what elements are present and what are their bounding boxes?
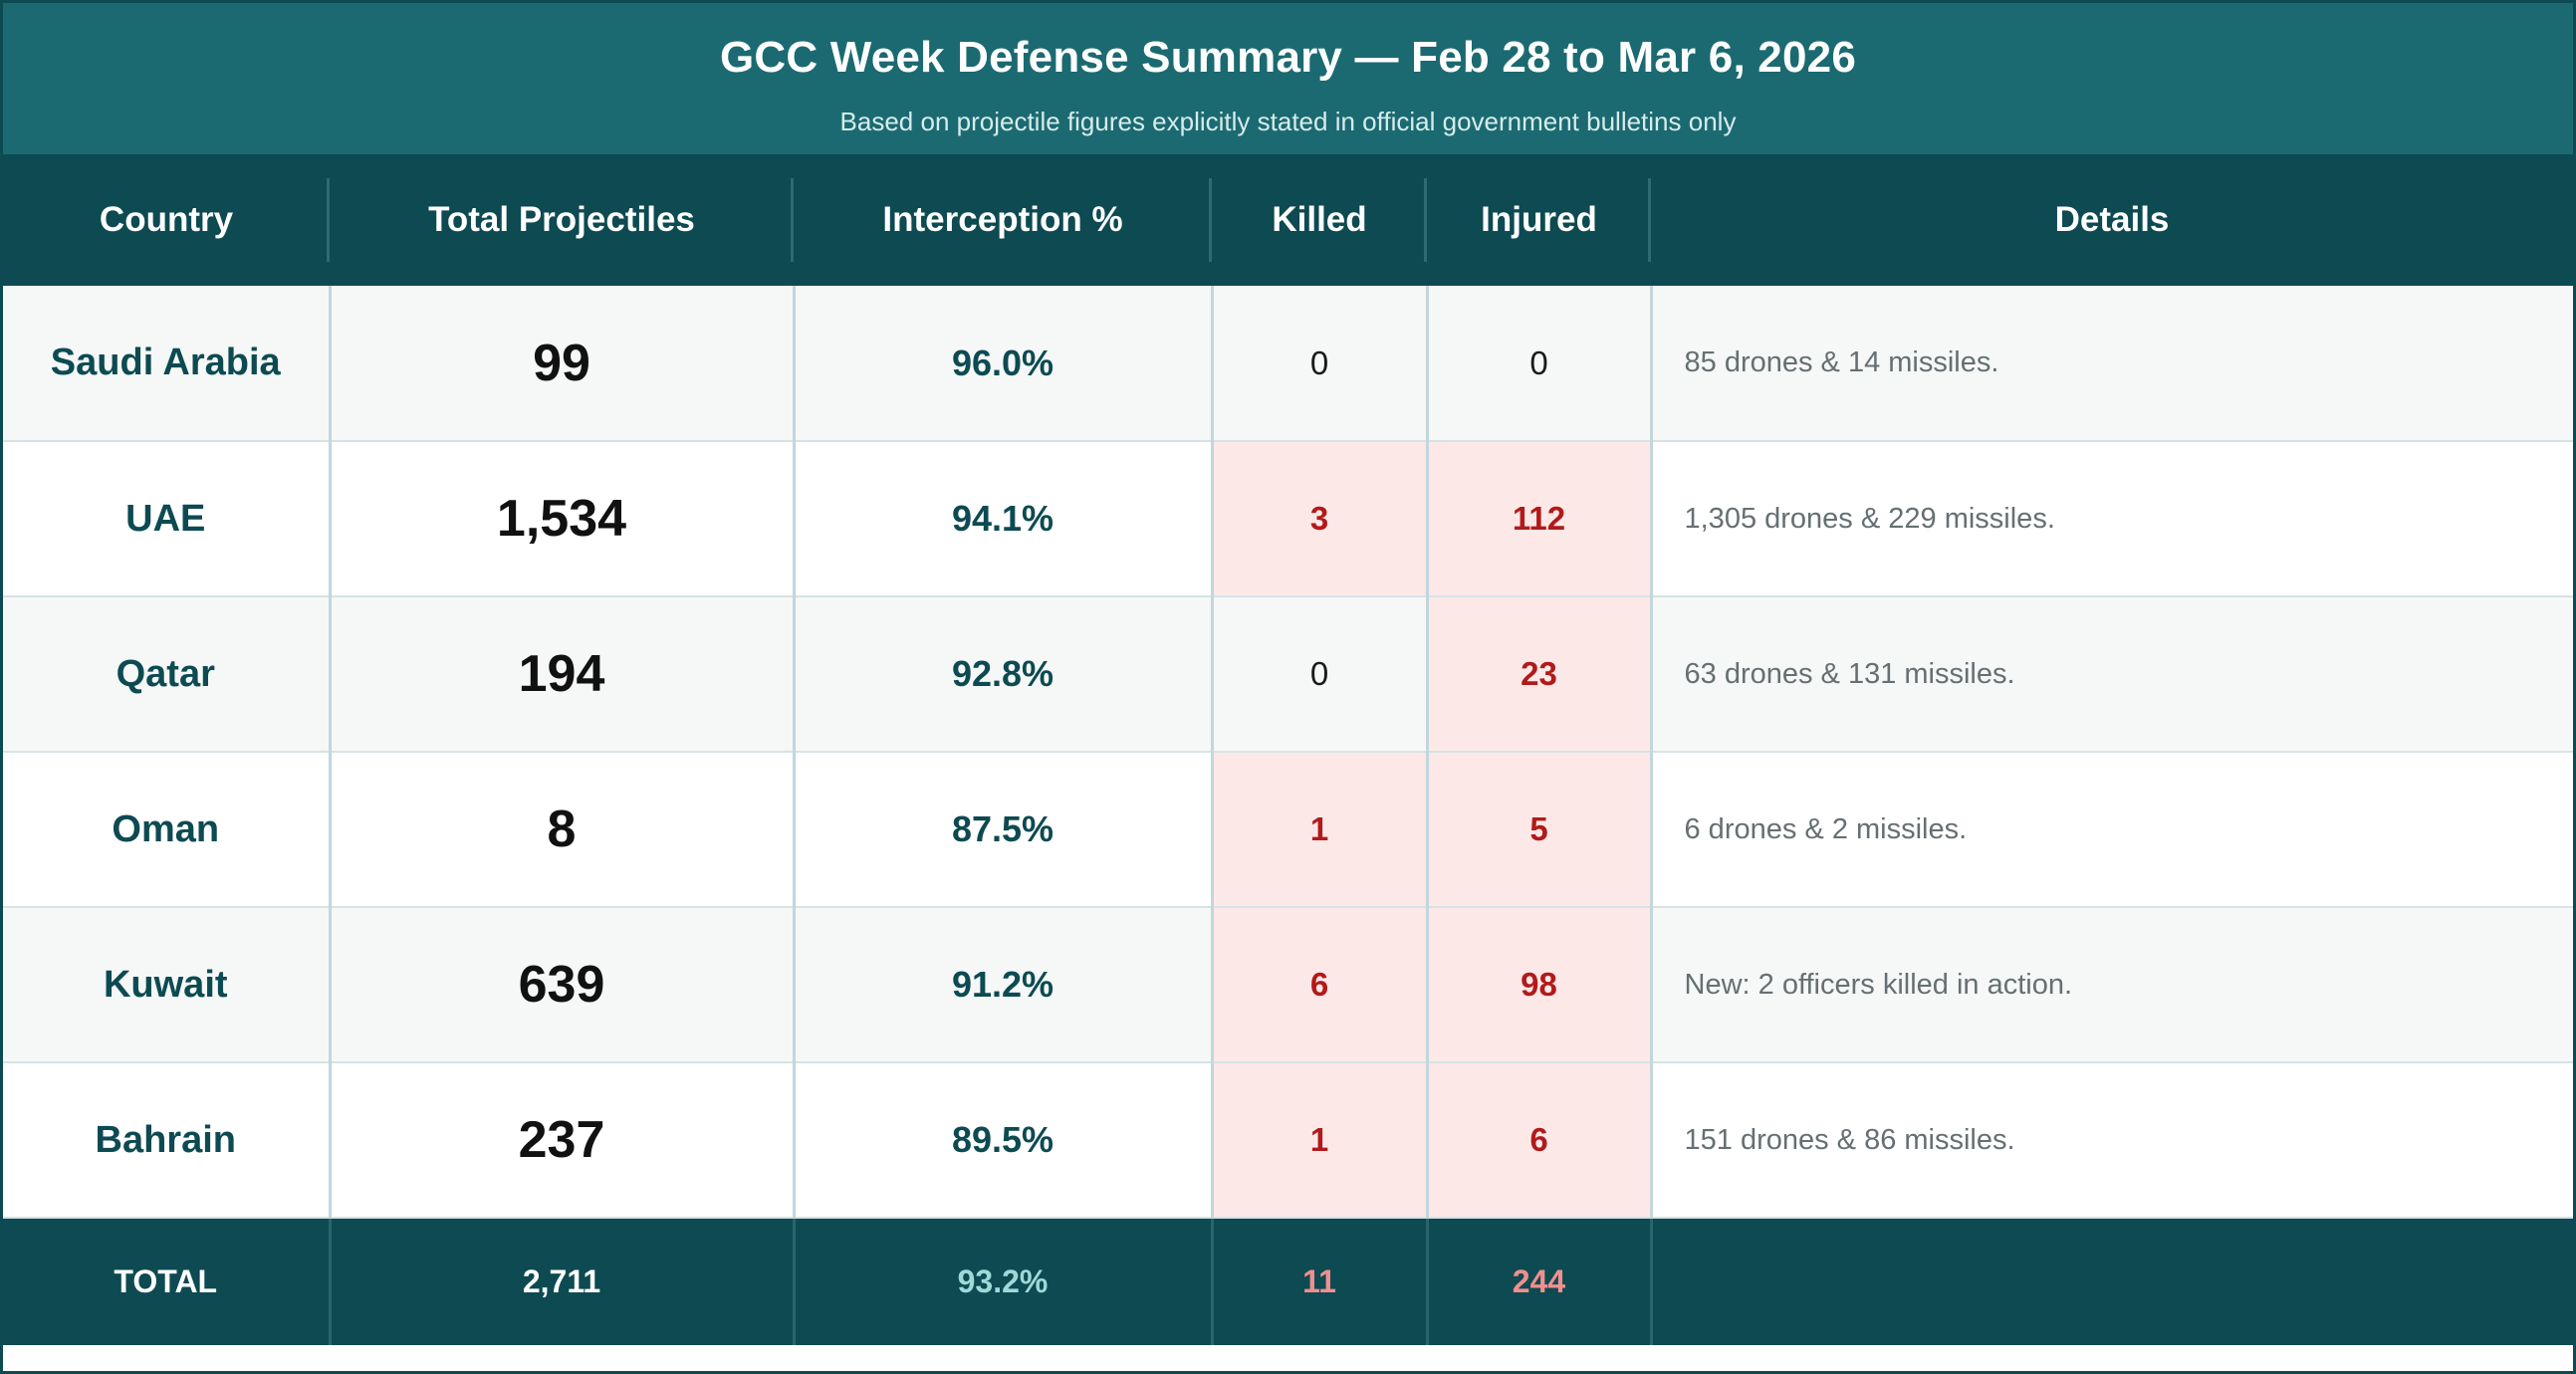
table-header-row: Country Total Projectiles Interception %… xyxy=(3,154,2573,286)
column-header-injured: Injured xyxy=(1427,154,1651,286)
totals-label: TOTAL xyxy=(3,1218,332,1345)
injured-cell: 0 xyxy=(1427,286,1653,442)
interception-cell: 91.2% xyxy=(794,907,1214,1063)
interception-cell: 92.8% xyxy=(794,596,1214,753)
injured-cell: 5 xyxy=(1427,752,1653,908)
totals-interception: 93.2% xyxy=(794,1218,1214,1345)
column-header-country: Country xyxy=(3,154,330,286)
details-cell: 63 drones & 131 missiles. xyxy=(1651,596,2573,753)
totals-injured: 244 xyxy=(1427,1218,1653,1345)
details-cell: 151 drones & 86 missiles. xyxy=(1651,1062,2573,1219)
page-title: GCC Week Defense Summary — Feb 28 to Mar… xyxy=(719,33,1856,82)
injured-cell: 98 xyxy=(1427,907,1653,1063)
country-cell: Qatar xyxy=(3,596,332,753)
defense-summary-table: Country Total Projectiles Interception %… xyxy=(3,154,2573,1345)
page-subtitle: Based on projectile figures explicitly s… xyxy=(839,107,1737,136)
column-header-interception: Interception % xyxy=(794,154,1212,286)
interception-cell: 94.1% xyxy=(794,441,1214,597)
injured-cell: 112 xyxy=(1427,441,1653,597)
interception-cell: 87.5% xyxy=(794,752,1214,908)
country-cell: Bahrain xyxy=(3,1062,332,1219)
interception-cell: 96.0% xyxy=(794,286,1214,442)
total-projectiles-cell: 99 xyxy=(330,286,796,442)
country-cell: Saudi Arabia xyxy=(3,286,332,442)
killed-cell: 0 xyxy=(1212,596,1429,753)
table-row: Kuwait 639 91.2% 6 98 New: 2 officers ki… xyxy=(3,907,2573,1063)
table-row: Qatar 194 92.8% 0 23 63 drones & 131 mis… xyxy=(3,596,2573,753)
injured-cell: 23 xyxy=(1427,596,1653,753)
table-row: Oman 8 87.5% 1 5 6 drones & 2 missiles. xyxy=(3,752,2573,908)
totals-projectiles: 2,711 xyxy=(330,1218,796,1345)
killed-cell: 6 xyxy=(1212,907,1429,1063)
title-banner: GCC Week Defense Summary — Feb 28 to Mar… xyxy=(3,3,2573,154)
killed-cell: 1 xyxy=(1212,752,1429,908)
country-cell: Oman xyxy=(3,752,332,908)
country-cell: Kuwait xyxy=(3,907,332,1063)
totals-details xyxy=(1651,1218,2573,1345)
country-cell: UAE xyxy=(3,441,332,597)
details-cell: 85 drones & 14 missiles. xyxy=(1651,286,2573,442)
details-cell: 1,305 drones & 229 missiles. xyxy=(1651,441,2573,597)
total-projectiles-cell: 8 xyxy=(330,752,796,908)
killed-cell: 3 xyxy=(1212,441,1429,597)
total-projectiles-cell: 639 xyxy=(330,907,796,1063)
column-header-killed: Killed xyxy=(1212,154,1427,286)
totals-killed: 11 xyxy=(1212,1218,1429,1345)
table-row: UAE 1,534 94.1% 3 112 1,305 drones & 229… xyxy=(3,441,2573,597)
injured-cell: 6 xyxy=(1427,1062,1653,1219)
total-projectiles-cell: 194 xyxy=(330,596,796,753)
details-cell: New: 2 officers killed in action. xyxy=(1651,907,2573,1063)
interception-cell: 89.5% xyxy=(794,1062,1214,1219)
table-row: Bahrain 237 89.5% 1 6 151 drones & 86 mi… xyxy=(3,1062,2573,1219)
details-cell: 6 drones & 2 missiles. xyxy=(1651,752,2573,908)
totals-row: TOTAL 2,711 93.2% 11 244 xyxy=(3,1218,2573,1345)
column-header-details: Details xyxy=(2054,200,2170,239)
killed-cell: 1 xyxy=(1212,1062,1429,1219)
killed-cell: 0 xyxy=(1212,286,1429,442)
column-header-total-projectiles: Total Projectiles xyxy=(330,154,794,286)
table-row: Saudi Arabia 99 96.0% 0 0 85 drones & 14… xyxy=(3,286,2573,442)
total-projectiles-cell: 237 xyxy=(330,1062,796,1219)
total-projectiles-cell: 1,534 xyxy=(330,441,796,597)
